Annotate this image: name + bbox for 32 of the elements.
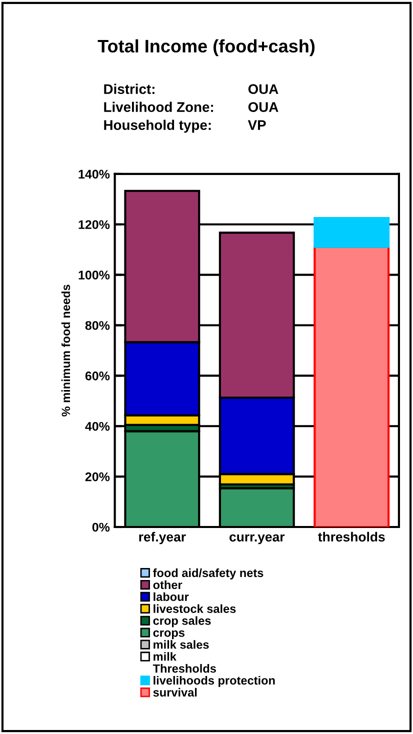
x-tick-label: ref.year: [139, 532, 186, 544]
y-tick-label: 140%: [78, 170, 110, 179]
text: OUA: [248, 102, 278, 112]
legend-label: food aid/safety nets: [153, 568, 264, 580]
legend-label: other: [153, 580, 182, 590]
text: OUA: [248, 84, 278, 94]
legend-label: livelihoods protection: [154, 676, 275, 687]
legend-label: milk: [154, 652, 176, 661]
legend-label: livestock sales: [154, 604, 236, 613]
text: VP: [248, 120, 266, 130]
y-tick-label: 120%: [78, 220, 110, 230]
y-tick-label: 60%: [85, 372, 110, 380]
y-tick-label: 40%: [85, 422, 110, 431]
y-tick-label: 20%: [85, 472, 110, 482]
text: Thresholds: [152, 664, 216, 673]
text: Household type:: [104, 120, 211, 133]
text: District:: [104, 84, 154, 94]
x-tick-label: thresholds: [318, 532, 385, 542]
text: Livelihood Zone:: [104, 102, 214, 112]
x-tick-label: curr.year: [230, 534, 285, 544]
y-axis-title: % minimum food needs: [61, 284, 70, 416]
legend-label: crop sales: [153, 616, 211, 628]
y-tick-label: 0%: [92, 522, 110, 532]
legend-label: survival: [153, 688, 197, 697]
chart-title: Total Income (food+cash): [98, 39, 315, 56]
legend-label: labour: [154, 592, 189, 602]
bar: [314, 217, 390, 248]
y-tick-label: 80%: [85, 321, 110, 330]
y-tick-label: 100%: [78, 270, 110, 280]
bar: [314, 246, 390, 528]
legend-label: milk sales: [154, 640, 209, 649]
legend-label: crops: [153, 630, 184, 640]
